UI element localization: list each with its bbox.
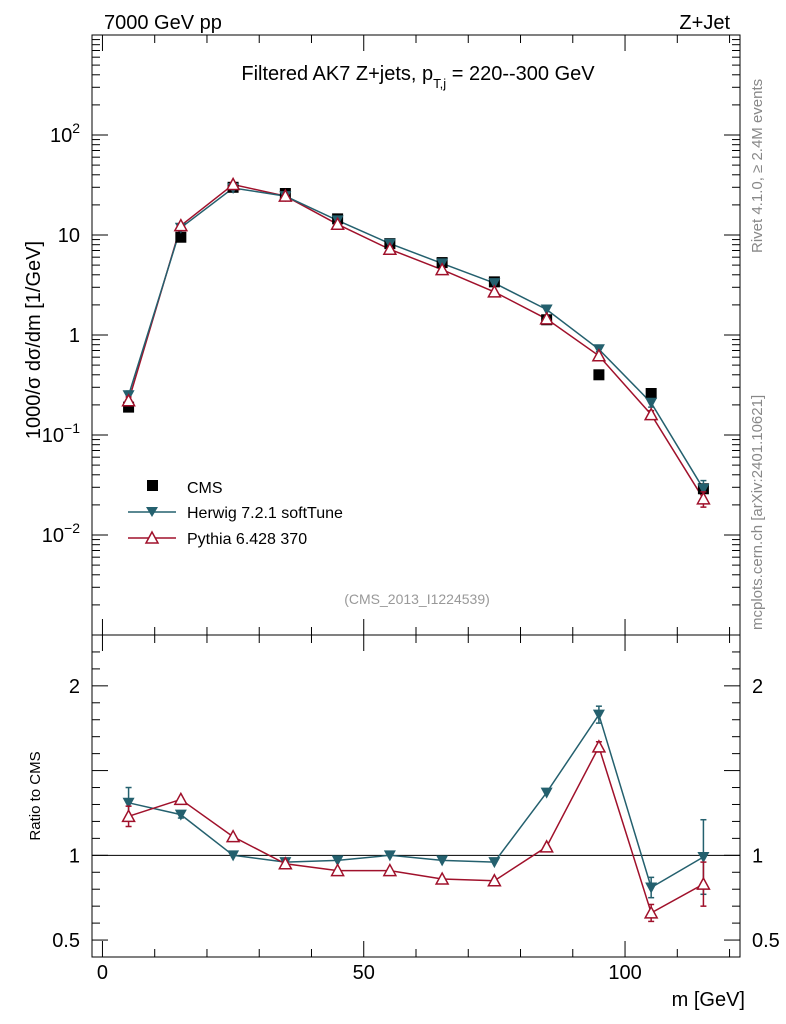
main-y-axis-label: 1000/σ dσ/dm [1/GeV]: [23, 241, 45, 439]
pythia-point: [434, 262, 450, 276]
herwig-ratio-point: [436, 855, 449, 867]
pythia-point: [487, 284, 502, 298]
energy-label: 7000 GeV pp: [104, 12, 222, 34]
herwig-ratio-point: [592, 709, 605, 721]
legend-marker-herwig: [146, 507, 158, 517]
ratio-y-tick-label: 1: [69, 845, 80, 867]
ratio-y-tick-label: 2: [69, 676, 80, 698]
herwig-point: [540, 304, 553, 316]
pythia-ratio-point: [539, 839, 554, 853]
pythia-point: [591, 348, 607, 362]
cms-data-point: [123, 401, 135, 413]
analysis-watermark: (CMS_2013_I1224539): [344, 591, 490, 607]
pythia-point: [173, 218, 189, 232]
pythia-ratio-point: [643, 905, 659, 919]
pythia-point: [696, 491, 711, 505]
pythia-ratio-point: [591, 739, 607, 753]
pythia-ratio-point: [382, 863, 398, 877]
herwig-ratio-point: [174, 809, 187, 821]
herwig-point: [645, 397, 658, 409]
x-tick-label: 100: [608, 962, 641, 984]
legend: CMS Herwig 7.2.1 softTune Pythia 6.428 3…: [128, 480, 343, 548]
pythia-point: [225, 176, 241, 191]
x-axis-label: m [GeV]: [672, 989, 745, 1011]
ratio-y-tick-label-right: 2: [752, 676, 763, 698]
side-label-website: mcplots.cern.ch [arXiv:2401.10621]: [749, 395, 766, 630]
legend-marker-pythia: [144, 530, 160, 544]
pythia-ratio-point: [696, 876, 711, 890]
x-tick-label: 0: [97, 962, 108, 984]
main-y-tick-label: 102: [50, 120, 80, 147]
pythia-point: [330, 216, 345, 231]
herwig-ratio-point: [645, 882, 658, 894]
pythia-ratio-point: [173, 791, 189, 806]
herwig-ratio-point: [540, 787, 553, 799]
herwig-line: [127, 187, 705, 490]
pythia-ratio-line: [128, 744, 704, 914]
ratio-y-tick-label-right: 0.5: [752, 930, 780, 952]
herwig-ratio-point: [331, 855, 344, 867]
process-label: Z+Jet: [679, 12, 730, 34]
axes-layer: 10−2 10−1 1 10 102 0 50 100 0.5 0.5 1 1 2 2: [42, 35, 780, 984]
legend-marker-cms: [147, 480, 158, 491]
pythia-ratio-point: [225, 829, 241, 843]
pythia-point: [382, 241, 398, 256]
pythia-ratio-point: [487, 873, 502, 887]
pythia-ratio-point: [278, 856, 293, 870]
pythia-point: [539, 311, 554, 325]
pythia-point: [278, 188, 293, 202]
cms-data-point: [593, 369, 605, 381]
herwig-ratio-point: [227, 850, 240, 862]
x-tick-label: 50: [353, 962, 375, 984]
legend-label-cms: CMS: [187, 480, 223, 497]
herwig-ratio-point: [697, 852, 710, 864]
ratio-plot-frame: [91, 634, 741, 958]
pythia-point: [121, 393, 136, 407]
ratio-y-tick-label-right: 1: [752, 845, 763, 867]
ratio-y-tick-label: 0.5: [52, 930, 80, 952]
herwig-point: [697, 483, 710, 495]
legend-label-pythia: Pythia 6.428 370: [187, 531, 307, 548]
pythia-point: [643, 407, 659, 421]
pythia-ratio-point: [121, 808, 136, 823]
main-y-tick-label: 10−1: [42, 420, 80, 447]
pythia-line: [127, 183, 705, 500]
ratio-plot-marks: [121, 705, 711, 923]
herwig-ratio-point: [383, 850, 396, 862]
herwig-point: [488, 278, 501, 290]
main-y-tick-label: 1: [69, 325, 80, 347]
herwig-ratio-point: [488, 857, 501, 869]
herwig-ratio-line: [128, 712, 704, 889]
pythia-ratio-point: [434, 871, 450, 885]
main-title: Filtered AK7 Z+jets, pT,j = 220--300 GeV: [241, 63, 595, 91]
cms-data-point: [175, 231, 187, 243]
main-y-tick-label: 10: [58, 225, 80, 247]
main-plot-marks: [121, 176, 711, 508]
herwig-ratio-point: [122, 797, 135, 809]
legend-label-herwig: Herwig 7.2.1 softTune: [187, 505, 343, 522]
cms-data-point: [645, 388, 657, 400]
main-y-tick-label: 10−2: [42, 520, 80, 547]
pythia-ratio-point: [330, 863, 345, 877]
ratio-y-axis-label: Ratio to CMS: [27, 751, 44, 840]
side-label-version: Rivet 4.1.0, ≥ 2.4M events: [749, 79, 766, 253]
